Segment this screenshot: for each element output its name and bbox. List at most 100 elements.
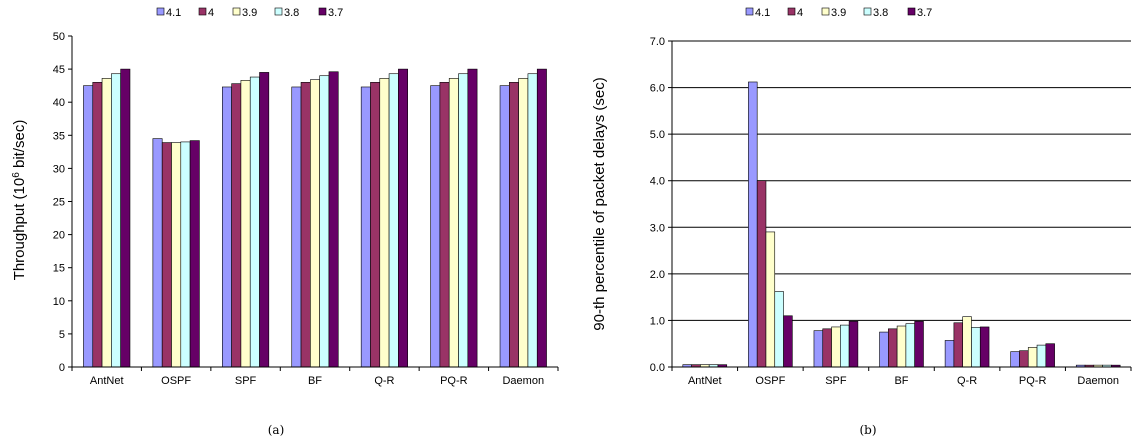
bar-bf-4.1 [291,86,302,368]
bar-spf-4 [822,328,832,368]
legend-swatch [232,7,241,16]
legend-entry: 3.7 [917,7,932,19]
legend-entry: 4 [208,7,214,19]
bar-ospf-4 [756,180,767,368]
bar-ospf-4.1 [152,138,163,368]
x-tick-label: PQ-R [440,375,468,387]
bar-bf-3.7 [914,321,924,368]
bar-spf-4 [231,83,242,368]
bar-daemon-4 [509,82,519,368]
x-tick-label: AntNet [90,375,124,387]
legend-entry: 3.7 [328,7,343,19]
bar-q-r-4.1 [360,86,371,368]
x-tick-label: OSPF [755,375,785,387]
bar-pq-r-3.8 [458,73,469,368]
bar-pq-r-4.1 [1010,351,1020,368]
bar-daemon-3.8 [527,73,538,368]
legend-entry: 4.1 [166,7,181,19]
bar-daemon-3.9 [518,78,529,368]
y-tick-label: 1.0 [650,315,665,327]
bar-ospf-3.9 [765,231,776,368]
bar-bf-3.8 [319,75,330,368]
bar-q-r-3.9 [379,78,390,368]
bar-bf-4 [300,82,311,368]
x-tick-label: SPF [825,375,847,387]
bar-ospf-3.8 [180,141,191,368]
y-tick-label: 45 [53,64,65,76]
y-tick-label: 2.0 [650,269,665,281]
x-tick-label: Q-R [957,375,977,387]
y-tick-label: 40 [53,97,65,109]
bar-spf-3.8 [840,324,850,368]
y-tick-label: 20 [53,230,65,242]
bar-pq-r-3.9 [1027,347,1038,368]
y-tick-label: 35 [53,130,65,142]
bar-spf-4.1 [813,330,824,368]
x-tick-label: BF [894,375,908,387]
bar-q-r-3.9 [962,316,972,368]
bar-q-r-3.8 [388,73,399,368]
y-tick-label: 5 [59,329,65,341]
y-tick-label: 15 [53,263,65,275]
bar-spf-3.9 [831,326,841,368]
y-tick-label: 0 [59,362,65,374]
legend-entry: 3.8 [873,7,888,19]
bar-q-r-4 [953,322,963,368]
y-tick-label: 5.0 [650,129,665,141]
legend-swatch [156,7,165,16]
bar-bf-3.9 [896,325,907,368]
bar-antnet-4 [92,82,103,368]
y-tick-label: 6.0 [650,83,665,95]
legend-entry: 4 [797,7,803,19]
bar-pq-r-4 [1019,350,1029,368]
y-tick-label: 0.0 [650,362,665,374]
bar-bf-3.7 [328,71,339,368]
x-tick-label: SPF [235,375,257,387]
bar-ospf-3.7 [783,315,793,368]
legend-swatch [274,7,283,16]
bar-spf-3.9 [240,80,251,368]
legend-swatch [787,7,796,16]
bar-spf-4.1 [222,86,232,368]
legend-swatch [863,7,872,16]
bar-pq-r-3.7 [1045,343,1055,368]
legend-swatch [745,7,754,16]
bar-pq-r-4.1 [430,85,441,368]
legend-swatch [318,7,327,16]
y-tick-label: 30 [53,163,65,175]
x-tick-label: Daemon [1077,375,1119,387]
legend-entry: 3.9 [831,7,846,19]
x-tick-label: PQ-R [1019,375,1047,387]
subfigure-caption: (b) [859,423,876,437]
bar-bf-4.1 [879,331,889,368]
y-tick-label: 25 [53,197,65,209]
bar-bf-3.8 [905,323,915,368]
legend-swatch [821,7,830,16]
bar-spf-3.8 [249,76,260,368]
y-tick-label: 7.0 [650,36,665,48]
x-tick-label: AntNet [688,375,722,387]
legend-entry: 4.1 [755,7,770,19]
x-tick-label: Daemon [502,375,544,387]
bar-antnet-3.9 [101,78,112,368]
bar-pq-r-4 [439,82,450,368]
bar-pq-r-3.9 [448,78,459,368]
bar-q-r-3.8 [971,327,981,368]
chart-a: AntNet OSPF SPF BF Q-R PQ-R Daemon 0 5 10 15 20 25 30… [11,7,559,437]
y-axis-label: 90-th percentile of packet delays (sec) [591,77,608,330]
bar-daemon-4.1 [499,85,510,368]
bar-bf-3.9 [310,79,320,368]
legend-swatch [907,7,916,16]
bar-ospf-3.9 [171,142,182,368]
subfigure-caption: (a) [268,423,285,437]
bar-pq-r-3.8 [1036,344,1047,368]
bar-antnet-3.7 [120,68,131,368]
bar-q-r-3.7 [979,326,990,368]
y-tick-label: 3.0 [650,222,665,234]
x-tick-label: OSPF [161,375,191,387]
y-tick-label: 10 [53,296,65,308]
bar-daemon-3.7 [536,68,547,368]
y-axis-label: Throughput (106 bit/sec) [11,120,29,281]
bar-antnet-3.8 [111,73,121,368]
